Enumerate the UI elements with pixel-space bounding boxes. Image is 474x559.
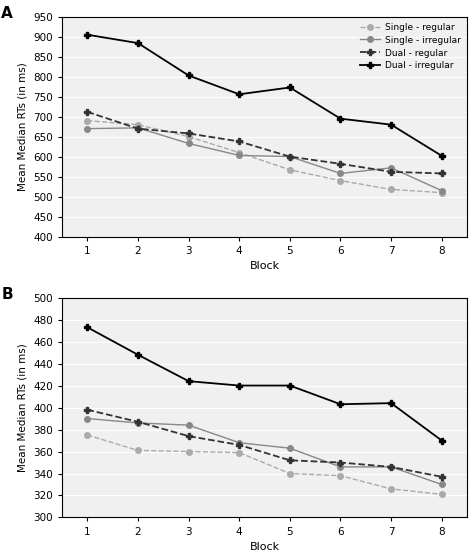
Dual - irregular xyxy=(439,437,445,444)
Dual - regular xyxy=(439,473,445,480)
Dual - irregular xyxy=(186,378,191,385)
Line: Single - regular: Single - regular xyxy=(84,118,445,196)
Single - irregular xyxy=(135,420,141,427)
Single - irregular xyxy=(186,140,191,147)
Line: Dual - regular: Dual - regular xyxy=(84,108,445,177)
Text: A: A xyxy=(1,6,13,21)
Single - regular xyxy=(337,177,343,184)
Dual - regular xyxy=(84,406,90,413)
Single - regular xyxy=(388,186,394,193)
Single - irregular xyxy=(237,439,242,446)
Dual - regular xyxy=(186,130,191,137)
X-axis label: Block: Block xyxy=(249,542,280,552)
Dual - irregular xyxy=(84,324,90,331)
Dual - irregular xyxy=(186,72,191,79)
Dual - regular xyxy=(337,160,343,167)
Single - irregular xyxy=(439,187,445,194)
Single - regular xyxy=(186,133,191,140)
Dual - regular xyxy=(237,138,242,145)
Line: Single - irregular: Single - irregular xyxy=(84,416,445,487)
Single - irregular xyxy=(287,153,293,160)
Single - irregular xyxy=(388,164,394,171)
Single - regular xyxy=(287,470,293,477)
Dual - regular xyxy=(237,442,242,448)
Dual - regular xyxy=(84,108,90,115)
Single - regular xyxy=(439,491,445,498)
Legend: Single - regular, Single - irregular, Dual - regular, Dual - irregular: Single - regular, Single - irregular, Du… xyxy=(359,21,463,72)
Dual - irregular xyxy=(237,91,242,98)
Dual - irregular xyxy=(439,153,445,159)
Single - irregular xyxy=(84,415,90,422)
Single - regular xyxy=(135,121,141,128)
Single - regular xyxy=(237,449,242,456)
Single - irregular xyxy=(439,481,445,488)
Single - regular xyxy=(237,149,242,156)
Single - irregular xyxy=(388,463,394,470)
Line: Single - regular: Single - regular xyxy=(84,432,445,497)
Dual - irregular xyxy=(388,121,394,128)
Single - regular xyxy=(84,117,90,124)
Line: Dual - irregular: Dual - irregular xyxy=(84,324,445,444)
Dual - regular xyxy=(135,125,141,132)
Single - irregular xyxy=(186,422,191,429)
Dual - irregular xyxy=(337,401,343,408)
Single - regular xyxy=(337,472,343,479)
Single - irregular xyxy=(237,152,242,159)
Dual - regular xyxy=(337,459,343,466)
Single - regular xyxy=(186,448,191,455)
Line: Single - irregular: Single - irregular xyxy=(84,125,445,193)
Dual - irregular xyxy=(135,352,141,358)
Line: Dual - irregular: Dual - irregular xyxy=(84,31,445,159)
Dual - irregular xyxy=(337,115,343,122)
Single - regular xyxy=(439,190,445,196)
Dual - irregular xyxy=(287,84,293,91)
Dual - irregular xyxy=(84,31,90,38)
Text: B: B xyxy=(1,287,13,302)
Dual - regular xyxy=(287,457,293,463)
Y-axis label: Mean Median RTs (in ms): Mean Median RTs (in ms) xyxy=(18,62,27,191)
Dual - irregular xyxy=(388,400,394,406)
Dual - regular xyxy=(388,463,394,470)
Single - irregular xyxy=(135,125,141,131)
Single - regular xyxy=(135,447,141,454)
Dual - regular xyxy=(287,153,293,160)
Single - regular xyxy=(287,167,293,173)
Dual - regular xyxy=(186,433,191,439)
Dual - irregular xyxy=(237,382,242,389)
Single - irregular xyxy=(337,170,343,177)
Single - regular xyxy=(84,432,90,438)
Single - regular xyxy=(388,486,394,492)
Dual - irregular xyxy=(135,40,141,46)
Dual - regular xyxy=(135,419,141,425)
X-axis label: Block: Block xyxy=(249,261,280,271)
Single - irregular xyxy=(84,125,90,132)
Single - irregular xyxy=(287,445,293,452)
Dual - irregular xyxy=(287,382,293,389)
Single - irregular xyxy=(337,463,343,470)
Y-axis label: Mean Median RTs (in ms): Mean Median RTs (in ms) xyxy=(18,343,27,472)
Dual - regular xyxy=(439,170,445,177)
Line: Dual - regular: Dual - regular xyxy=(84,406,445,480)
Dual - regular xyxy=(388,168,394,175)
